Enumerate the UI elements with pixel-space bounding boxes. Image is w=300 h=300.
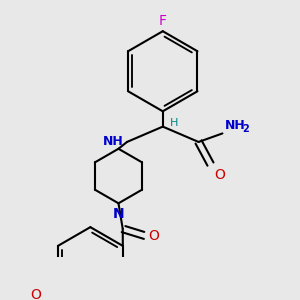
Text: H: H bbox=[169, 118, 178, 128]
Text: O: O bbox=[215, 167, 226, 182]
Text: F: F bbox=[159, 14, 167, 28]
Text: NH: NH bbox=[225, 119, 246, 132]
Text: N: N bbox=[113, 207, 124, 221]
Text: O: O bbox=[148, 229, 159, 243]
Text: 2: 2 bbox=[242, 124, 249, 134]
Text: NH: NH bbox=[103, 136, 124, 148]
Text: O: O bbox=[30, 288, 41, 300]
